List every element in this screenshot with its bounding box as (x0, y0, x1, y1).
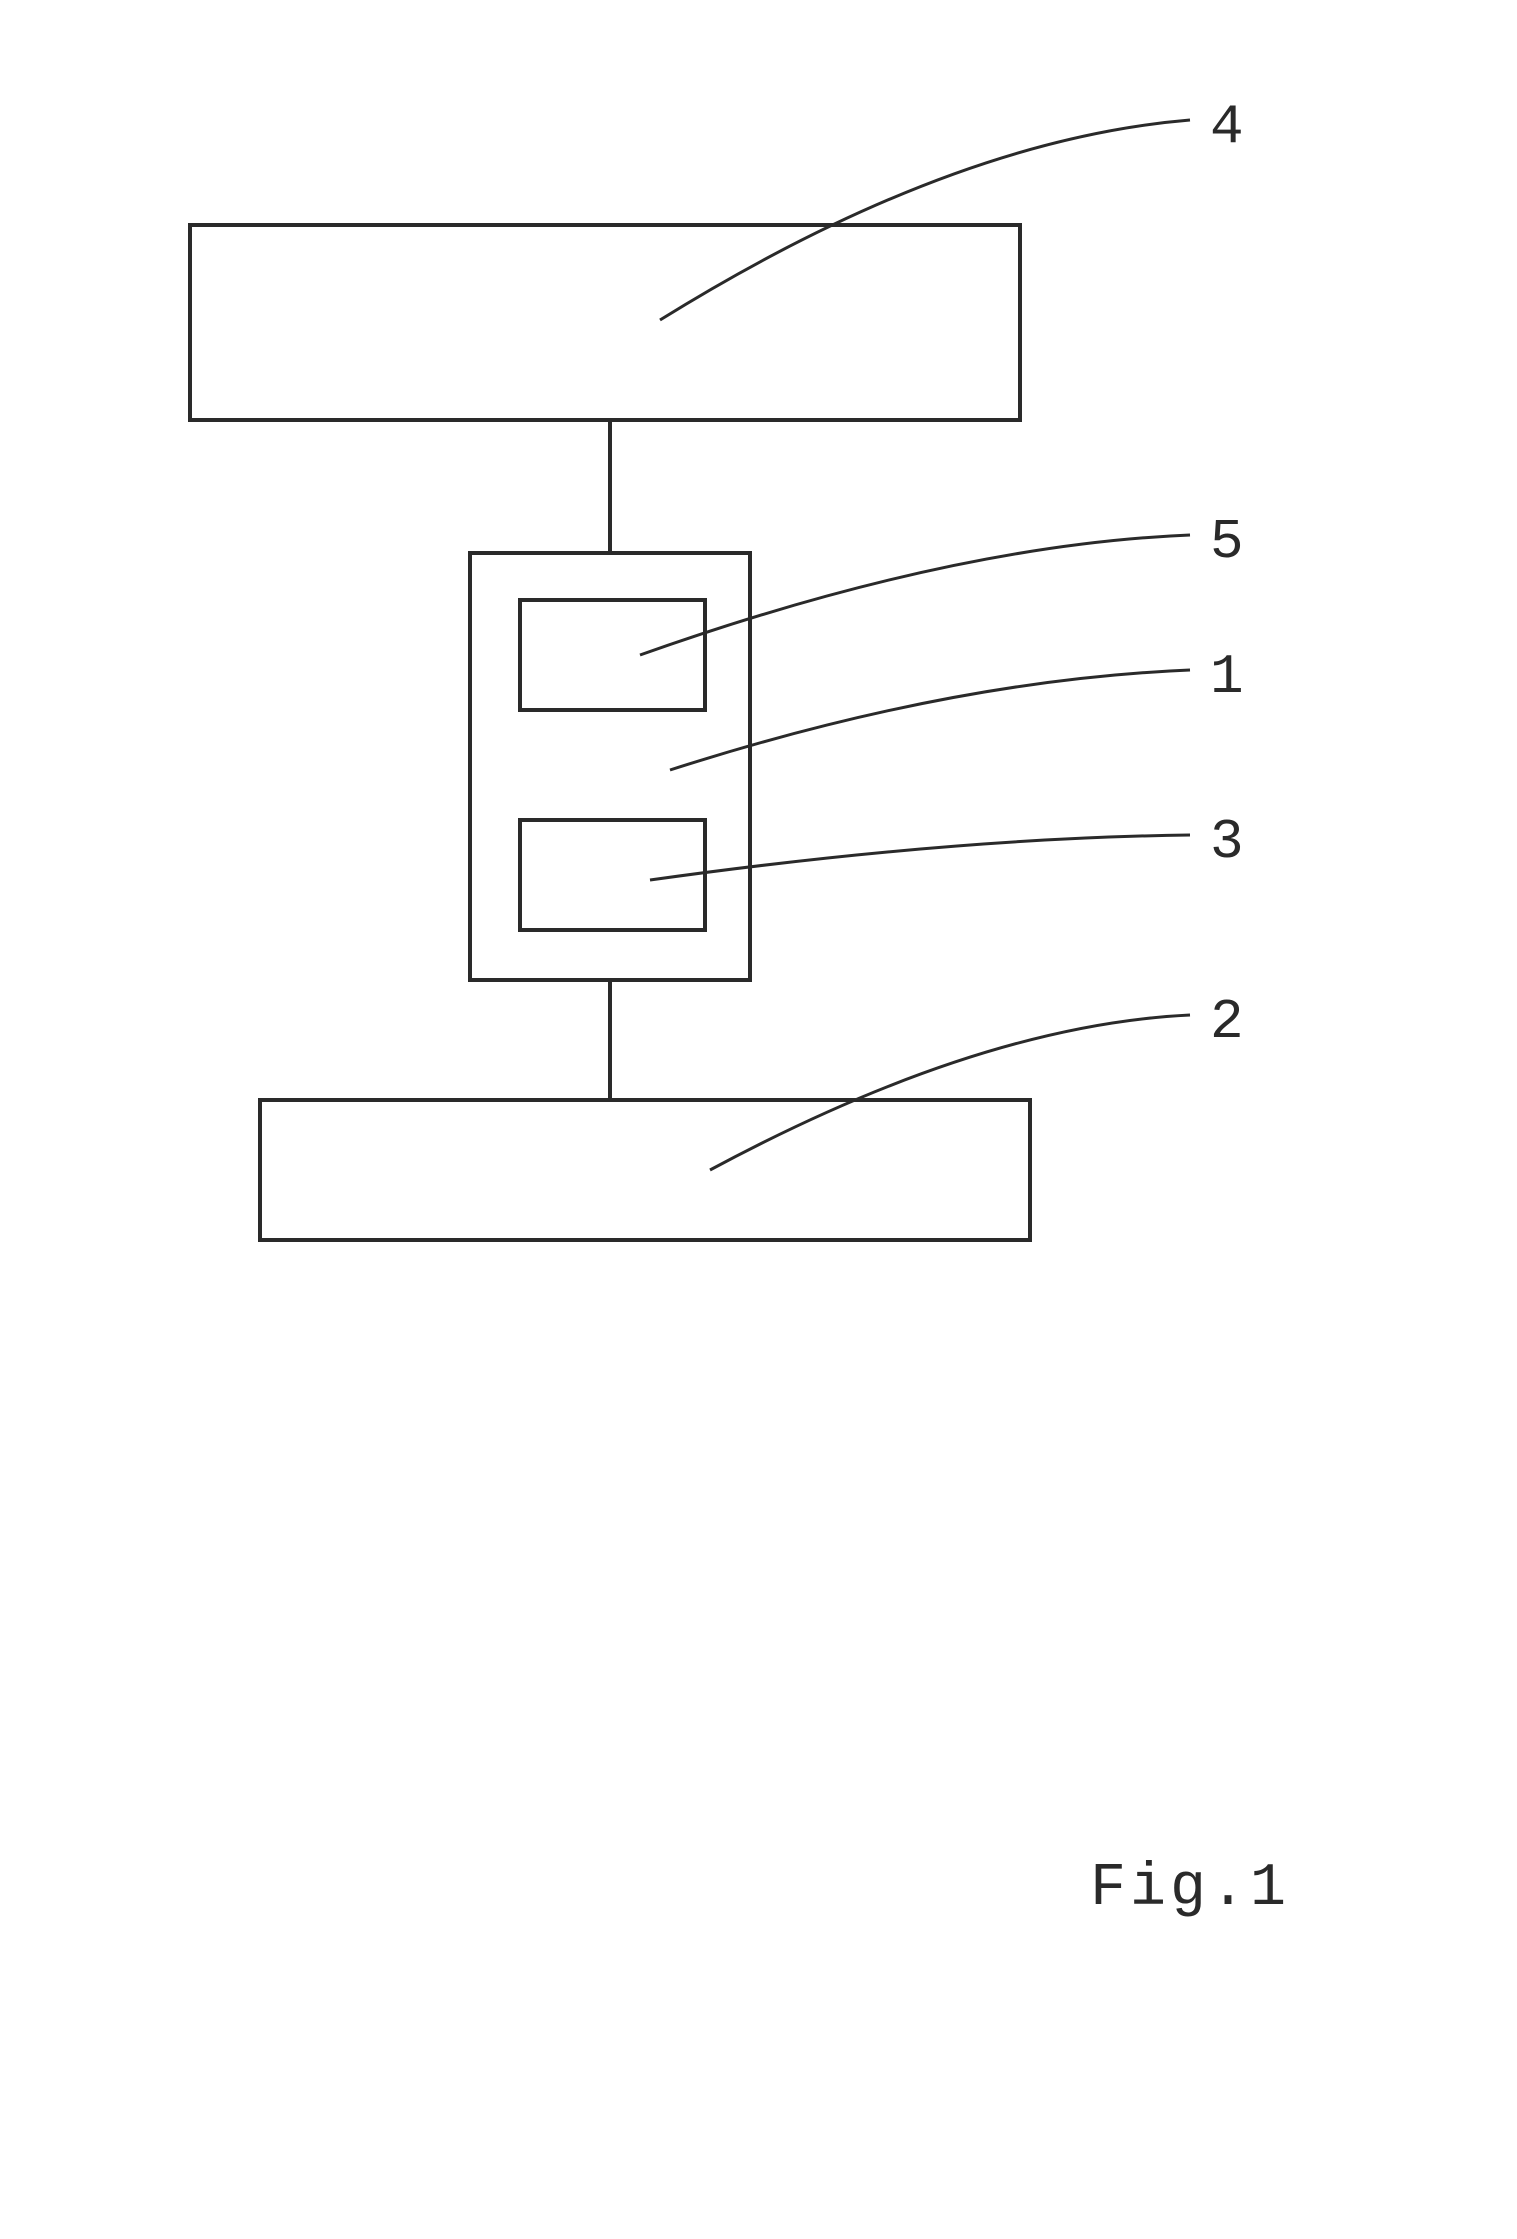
label-5: 5 (1210, 510, 1244, 574)
label-3: 3 (1210, 810, 1244, 874)
label-2: 2 (1210, 990, 1244, 1054)
figure-caption: Fig.1 (1090, 1855, 1290, 1923)
label-1: 1 (1210, 645, 1244, 709)
label-4: 4 (1210, 95, 1244, 159)
